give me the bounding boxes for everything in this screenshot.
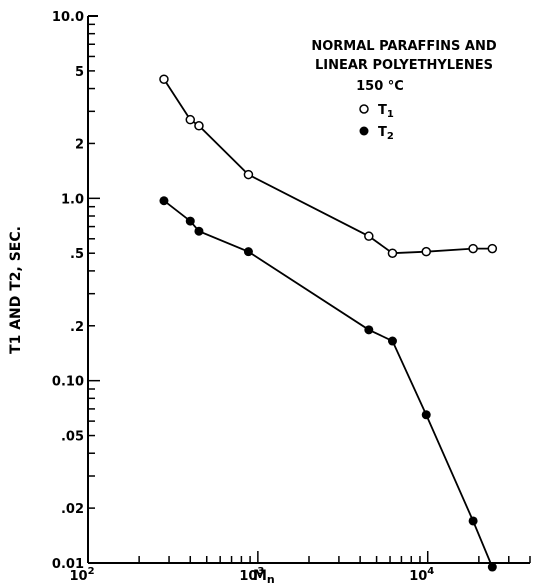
legend-title-line1: NORMAL PARAFFINS AND (311, 39, 497, 54)
y-tick-label: 5 (75, 65, 84, 80)
data-point-t2 (468, 516, 478, 526)
legend-t2-label: T2 (378, 125, 394, 142)
y-tick-label: 0.01 (52, 557, 84, 572)
data-point-t1 (468, 243, 478, 254)
minor-ticks (88, 23, 531, 563)
y-tick-label: 1.0 (61, 192, 84, 207)
y-tick-label: 0.10 (52, 375, 84, 390)
data-point-t1 (194, 121, 204, 131)
data-point-t1 (185, 114, 196, 125)
y-tick-label: 10.0 (52, 10, 84, 25)
data-point-t2 (487, 562, 497, 572)
series-points (159, 74, 498, 572)
data-point-t2 (194, 226, 204, 236)
legend-title-line2: LINEAR POLYETHYLENES (315, 58, 493, 73)
data-point-t1 (421, 246, 431, 257)
y-tick-label: .5 (70, 247, 84, 262)
y-tick-label: .2 (70, 320, 84, 335)
x-tick-label: 102 (69, 566, 94, 583)
data-point-t1 (159, 74, 169, 84)
series-line-t2 (163, 199, 494, 568)
major-ticks (87, 197, 429, 564)
x-tick-label: 104 (409, 566, 434, 583)
data-point-t2 (159, 196, 169, 206)
y-axis-label: T1 AND T2, SEC. (8, 226, 24, 354)
legend-t1-marker (359, 104, 369, 114)
data-point-t1 (243, 169, 254, 180)
y-tick-label: 2 (75, 137, 84, 152)
data-point-t2 (364, 325, 374, 335)
legend-title-line3: 150 °C (356, 79, 404, 94)
y-tick-label: .05 (61, 430, 84, 445)
y-tick-labels: 10.0 5 2 1.0 .5 .2 0.10 .05 .02 0.01 (52, 10, 84, 572)
legend-t1-label: T1 (378, 103, 394, 120)
x-tick-labels: 102 103 104 (69, 566, 434, 583)
x-axis-label: Mn (253, 568, 275, 583)
x-tick-label: 103 (239, 566, 264, 583)
data-point-t2 (243, 247, 253, 257)
data-point-t1 (487, 243, 498, 254)
data-point-t1 (387, 248, 398, 258)
legend-t2-marker (359, 126, 369, 136)
data-point-t2 (185, 216, 195, 226)
legend: NORMAL PARAFFINS AND LINEAR POLYETHYLENE… (311, 39, 497, 142)
data-point-t2 (421, 410, 431, 420)
y-tick-label: .02 (61, 502, 84, 517)
plot-frame (87, 15, 530, 564)
data-point-t2 (387, 336, 397, 346)
data-point-t1 (364, 231, 374, 241)
series-line-t1 (163, 78, 493, 255)
series-lines (163, 78, 494, 568)
